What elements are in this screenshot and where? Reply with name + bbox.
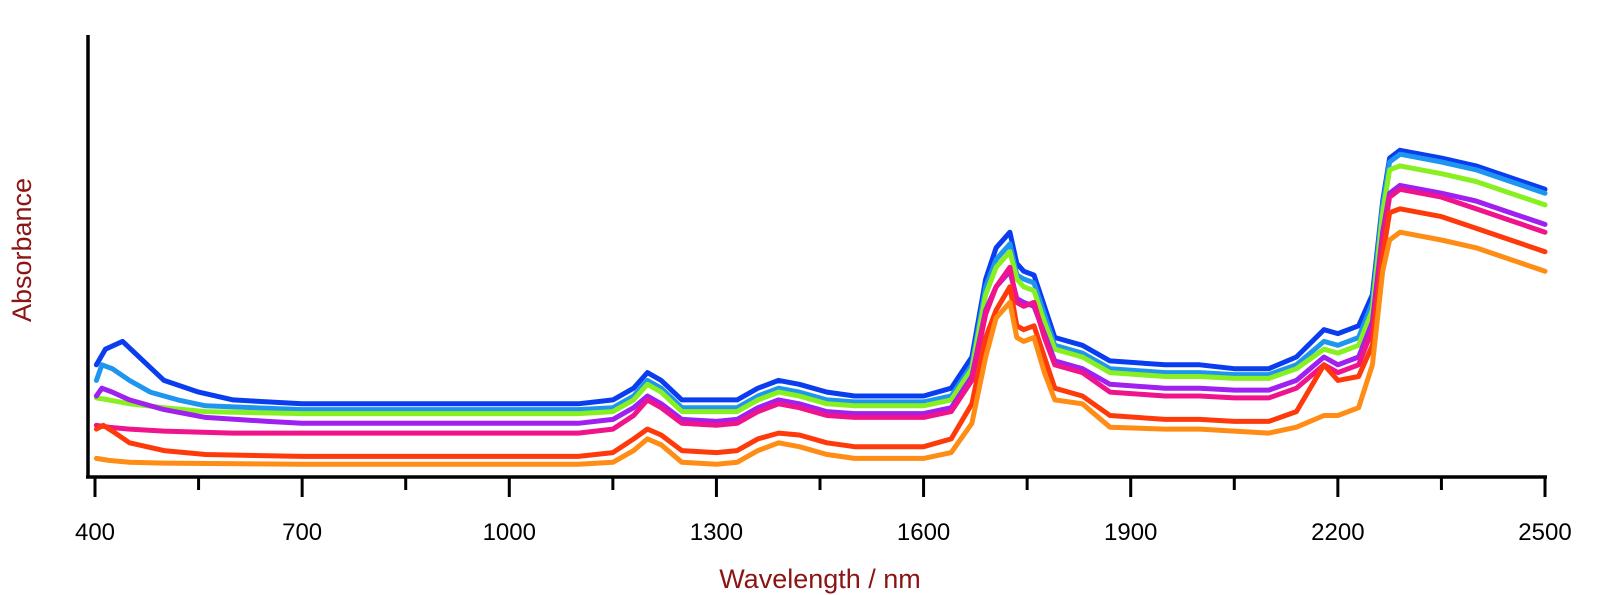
x-tick-label: 400 bbox=[75, 519, 115, 546]
series-lines bbox=[93, 147, 1548, 467]
x-tick-label: 1600 bbox=[897, 519, 950, 546]
x-tick-label: 700 bbox=[282, 519, 322, 546]
spectrum-line-4 bbox=[93, 182, 1548, 426]
spectrum-line-7 bbox=[93, 229, 1548, 467]
x-tick-label: 1300 bbox=[690, 519, 743, 546]
x-tick-label: 1000 bbox=[483, 519, 536, 546]
spectrum-line-3 bbox=[93, 163, 1548, 417]
x-axis-ticks: 400 700 1000 1300 1600 1900 2200 2500 bbox=[75, 477, 1572, 546]
y-axis-title: Absorbance bbox=[7, 178, 37, 322]
spectrum-line-2 bbox=[93, 151, 1548, 413]
x-tick-label: 2200 bbox=[1311, 519, 1364, 546]
spectrum-line-5 bbox=[93, 186, 1548, 436]
spectrum-line-6 bbox=[93, 206, 1548, 459]
x-tick-label: 2500 bbox=[1518, 519, 1571, 546]
x-axis-title: Wavelength / nm bbox=[719, 564, 921, 594]
x-tick-label: 1900 bbox=[1104, 519, 1157, 546]
spectrum-line-1 bbox=[93, 147, 1548, 407]
